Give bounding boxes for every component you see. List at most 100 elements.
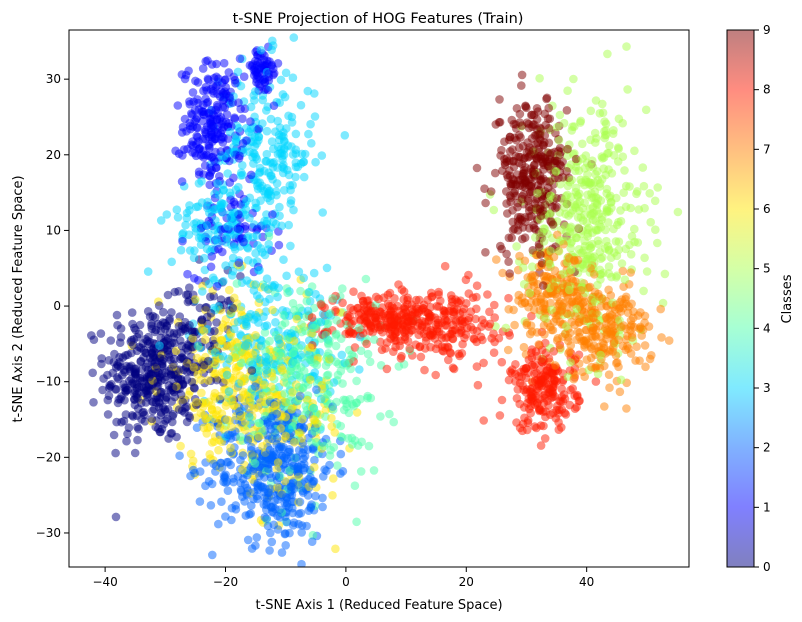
data-point (239, 237, 248, 247)
data-point (275, 505, 284, 515)
data-point (273, 483, 282, 492)
data-point (270, 401, 280, 410)
data-point (527, 327, 537, 336)
data-point (617, 259, 627, 268)
data-point (302, 296, 312, 306)
data-point (505, 191, 515, 201)
data-point (598, 154, 607, 163)
data-point (307, 139, 316, 148)
data-point (251, 198, 260, 208)
data-point (673, 207, 683, 217)
data-point (656, 304, 665, 314)
data-point (127, 308, 137, 317)
data-point (132, 346, 142, 356)
data-point (243, 436, 253, 445)
data-point (282, 271, 291, 281)
data-point (502, 249, 511, 259)
data-point (147, 357, 157, 366)
data-point (266, 528, 275, 538)
data-point (307, 537, 317, 546)
data-point (312, 385, 321, 395)
data-point (660, 269, 670, 279)
data-point (275, 211, 284, 221)
data-point (310, 112, 320, 121)
data-point (147, 414, 157, 424)
data-point (229, 142, 238, 152)
data-point (174, 321, 184, 331)
data-point (195, 497, 205, 506)
data-point (535, 405, 544, 415)
data-point (563, 144, 572, 154)
data-point (240, 390, 249, 399)
data-point (614, 217, 623, 227)
data-point (423, 308, 433, 318)
data-point (116, 363, 126, 372)
data-point (271, 318, 280, 327)
data-point (180, 74, 190, 84)
data-point (111, 512, 121, 522)
data-point (529, 305, 539, 315)
data-point (341, 395, 350, 405)
data-point (308, 444, 318, 453)
data-point (385, 311, 395, 320)
data-point (207, 401, 216, 410)
data-point (128, 378, 137, 388)
data-point (403, 293, 413, 303)
data-point (318, 208, 328, 217)
data-point (534, 242, 544, 251)
data-point (287, 486, 296, 495)
data-point (260, 282, 270, 292)
data-point (539, 321, 549, 330)
data-point (237, 315, 246, 325)
data-point (224, 354, 233, 364)
data-point (346, 303, 355, 313)
data-point (524, 404, 534, 414)
data-point (89, 335, 99, 345)
data-point (552, 122, 562, 132)
data-point (600, 402, 609, 411)
data-point (574, 294, 584, 303)
data-point (358, 296, 368, 306)
data-point (396, 336, 405, 346)
data-point (495, 117, 505, 127)
data-point (570, 200, 579, 209)
data-point (282, 124, 291, 133)
data-point (586, 135, 595, 145)
data-point (331, 341, 341, 351)
data-point (310, 359, 319, 368)
data-point (568, 122, 577, 131)
data-point (168, 417, 177, 427)
data-point (289, 33, 299, 42)
data-point (196, 408, 206, 418)
data-point (266, 114, 276, 124)
data-point (405, 344, 415, 354)
data-point (287, 371, 296, 381)
data-point (539, 224, 548, 233)
data-point (555, 110, 565, 120)
data-point (509, 305, 518, 315)
data-point (431, 370, 441, 380)
data-point (571, 154, 581, 164)
data-point (254, 432, 264, 441)
data-point (230, 114, 239, 124)
data-point (254, 364, 264, 374)
data-point (328, 491, 337, 500)
data-point (177, 128, 187, 137)
data-point (242, 196, 251, 206)
data-point (580, 372, 589, 382)
data-point (262, 274, 272, 284)
data-point (255, 294, 264, 304)
data-point (322, 263, 332, 273)
data-point (176, 441, 185, 451)
data-point (309, 323, 318, 333)
data-point (441, 309, 450, 318)
data-point (532, 423, 541, 433)
y-tick-label: −10 (36, 375, 61, 389)
data-point (197, 315, 207, 325)
data-point (176, 245, 186, 255)
data-point (356, 346, 366, 356)
data-point (230, 200, 240, 209)
data-point (352, 408, 362, 417)
data-point (472, 292, 481, 302)
data-point (567, 297, 577, 307)
